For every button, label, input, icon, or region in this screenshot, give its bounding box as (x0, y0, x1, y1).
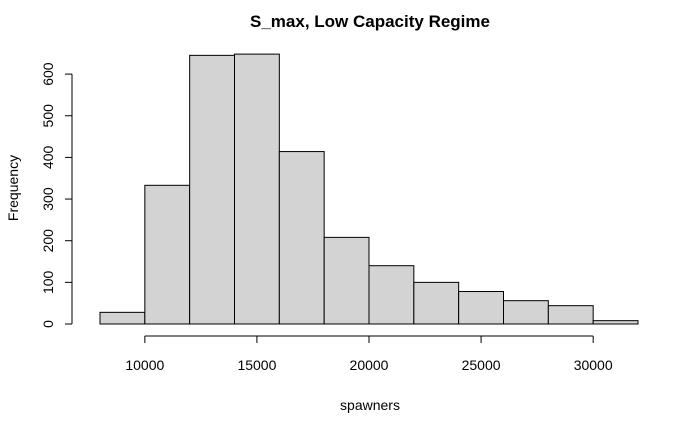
x-tick-label: 30000 (574, 357, 613, 373)
histogram-bar (99, 311, 146, 325)
y-tick-label: 300 (40, 187, 56, 211)
y-tick-label: 600 (40, 62, 56, 86)
histogram-bar (189, 54, 236, 325)
x-tick-label: 20000 (350, 357, 389, 373)
histogram-bar (592, 320, 639, 325)
x-tick-label: 10000 (125, 357, 164, 373)
y-axis: 0 100 200 300 400 500 600 (40, 62, 73, 328)
histogram-bar (503, 300, 549, 325)
x-axis-label: spawners (340, 397, 400, 413)
histogram-bar (323, 236, 370, 325)
histogram-bar (278, 151, 325, 325)
y-tick-label: 0 (40, 320, 56, 328)
histogram-bar (234, 53, 280, 325)
x-tick-label: 25000 (462, 357, 501, 373)
y-tick-label: 100 (40, 270, 56, 294)
histogram-bar (144, 184, 191, 325)
y-tick-label: 500 (40, 104, 56, 128)
bars-group (99, 53, 639, 325)
histogram-bar (413, 281, 460, 325)
y-tick-label: 200 (40, 229, 56, 253)
x-tick-label: 15000 (237, 357, 276, 373)
x-axis: 10000 15000 20000 25000 30000 (125, 335, 613, 373)
chart-title: S_max, Low Capacity Regime (250, 12, 490, 31)
histogram-bar (458, 291, 504, 325)
y-tick-label: 400 (40, 146, 56, 170)
histogram-bar (547, 305, 594, 325)
histogram-bar (368, 265, 415, 325)
y-axis-label: Frequency (5, 155, 21, 221)
